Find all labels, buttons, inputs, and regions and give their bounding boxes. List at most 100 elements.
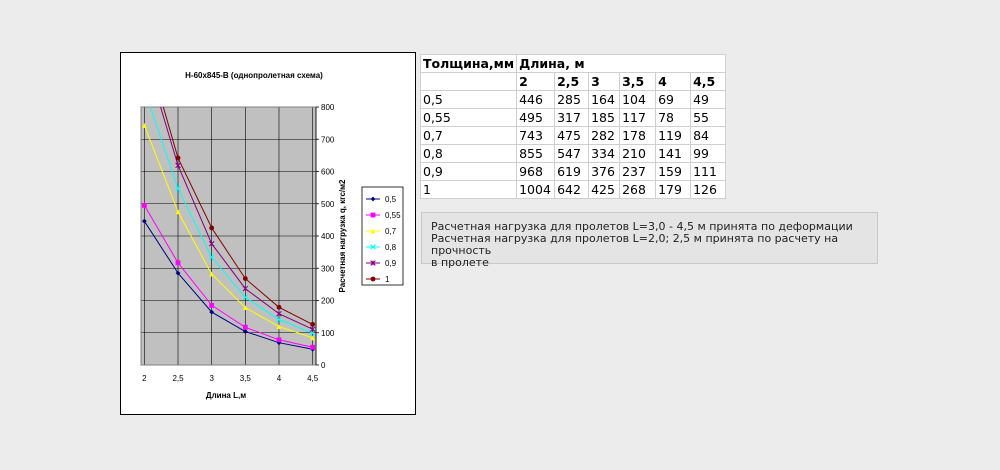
legend: 0,5 0,55 0,7 0,8 0,9 1 [361,186,404,286]
series-point [208,254,215,261]
legend-marker [370,212,376,218]
series-line-0,8 [149,107,313,334]
table-length-row: 2 2,5 3 3,5 4 4,5 [419,72,727,91]
value-cell: 642 [554,180,590,199]
x-tick-label: 2,5 [172,374,184,383]
length-header-cell: 3 [588,72,621,91]
value-cell: 1004 [516,180,556,199]
series-point [242,329,248,334]
value-cell: 237 [619,162,657,181]
value-cell: 475 [554,126,590,145]
value-cell: 78 [655,108,692,127]
value-cell: 119 [655,126,692,145]
series-point [242,324,248,330]
value-cell: 317 [554,108,590,127]
chart-title: Н-60х845-В (однопролетная схема) [185,71,323,80]
thickness-cell: 0,55 [419,108,518,127]
series-point [175,209,181,215]
series-line-1 [162,107,313,325]
chart-panel: Н-60х845-В (однопролетная схема) 0 100 200… [120,52,416,415]
y-tick-label: 200 [321,297,335,306]
series-point [208,240,215,247]
value-cell: 111 [690,162,727,181]
length-header-cell: 3,5 [619,72,657,91]
value-cell: 164 [588,90,621,109]
value-cell: 855 [516,144,556,163]
value-cell: 117 [619,108,657,127]
series-lines [141,107,316,352]
table-row: 0,5 446 285 164 104 69 49 [419,90,727,109]
series-point [175,155,181,161]
note-box: Расчетная нагрузка для пролетов L=3,0 - … [421,212,878,269]
axes: 0 100 200 300 400 500 600 700 800 2 2,5 3 3,5 4 4,5 [142,103,335,383]
series-point [310,335,316,341]
value-cell: 179 [655,180,692,199]
series-point [310,344,316,350]
load-chart: Н-60х845-В (однопролетная схема) 0 100 200… [140,71,404,400]
series-point [276,324,282,330]
value-cell: 968 [516,162,556,181]
legend-label: 0,7 [385,227,397,236]
series-point [309,326,316,332]
legend-marker [370,244,376,250]
legend-marker [370,260,376,266]
value-cell: 446 [516,90,556,109]
value-cell: 99 [690,144,727,163]
legend-label: 0,8 [385,243,397,252]
note-line: в пролете [431,256,489,269]
series-point [209,309,215,315]
length-header-cell: 4 [655,72,692,91]
gridlines [141,107,316,365]
x-tick-label: 4,5 [307,374,319,383]
value-cell: 743 [516,126,556,145]
series-point [209,302,215,308]
legend-label: 1 [385,275,390,284]
legend-label: 0,9 [385,259,397,268]
value-cell: 141 [655,144,692,163]
value-cell: 495 [516,108,556,127]
value-cell: 159 [655,162,692,181]
legend-box [361,186,404,286]
value-cell: 334 [588,144,621,163]
series-point [209,271,215,277]
y-axis-label: Расчетная нагрузка q, кгс/м2 [338,179,347,293]
value-cell: 285 [554,90,590,109]
y-tick-label: 500 [321,200,335,209]
series-point [175,162,181,169]
value-cell: 55 [690,108,727,127]
y-tick-label: 300 [321,264,335,273]
value-cell: 376 [588,162,621,181]
series-line-0,7 [143,125,313,339]
thickness-cell: 0,8 [419,144,518,163]
x-axis-label: Длина L,м [206,391,246,400]
thickness-cell: 1 [419,180,518,199]
series-point [276,304,282,310]
value-cell: 282 [588,126,621,145]
note-line: Расчетная нагрузка для пролетов L=2,0; 2… [431,232,839,257]
value-cell: 185 [588,108,621,127]
series-point [209,225,215,231]
series-line-0,9 [160,107,313,330]
y-tick-label: 800 [321,103,335,112]
x-tick-label: 2 [142,374,147,383]
table-row: 1 1004 642 425 268 179 126 [419,180,727,199]
series-point [175,260,181,266]
series-point [276,316,282,323]
length-header-cell: 4,5 [690,72,727,91]
y-tick-label: 100 [321,329,335,338]
series-point [141,218,147,224]
x-tick-label: 4 [277,374,282,383]
thickness-cell: 0,5 [419,90,518,109]
value-cell: 84 [690,126,727,145]
series-point [141,122,147,128]
series-point [141,202,147,208]
series-point [276,310,282,317]
header-length: Длина, м [516,54,727,73]
x-tick-label: 3 [209,374,214,383]
value-cell: 619 [554,162,590,181]
value-cell: 547 [554,144,590,163]
value-cell: 210 [619,144,657,163]
table-row: 0,7 743 475 282 178 119 84 [419,126,727,145]
value-cell: 126 [690,180,727,199]
thickness-cell: 0,9 [419,162,518,181]
